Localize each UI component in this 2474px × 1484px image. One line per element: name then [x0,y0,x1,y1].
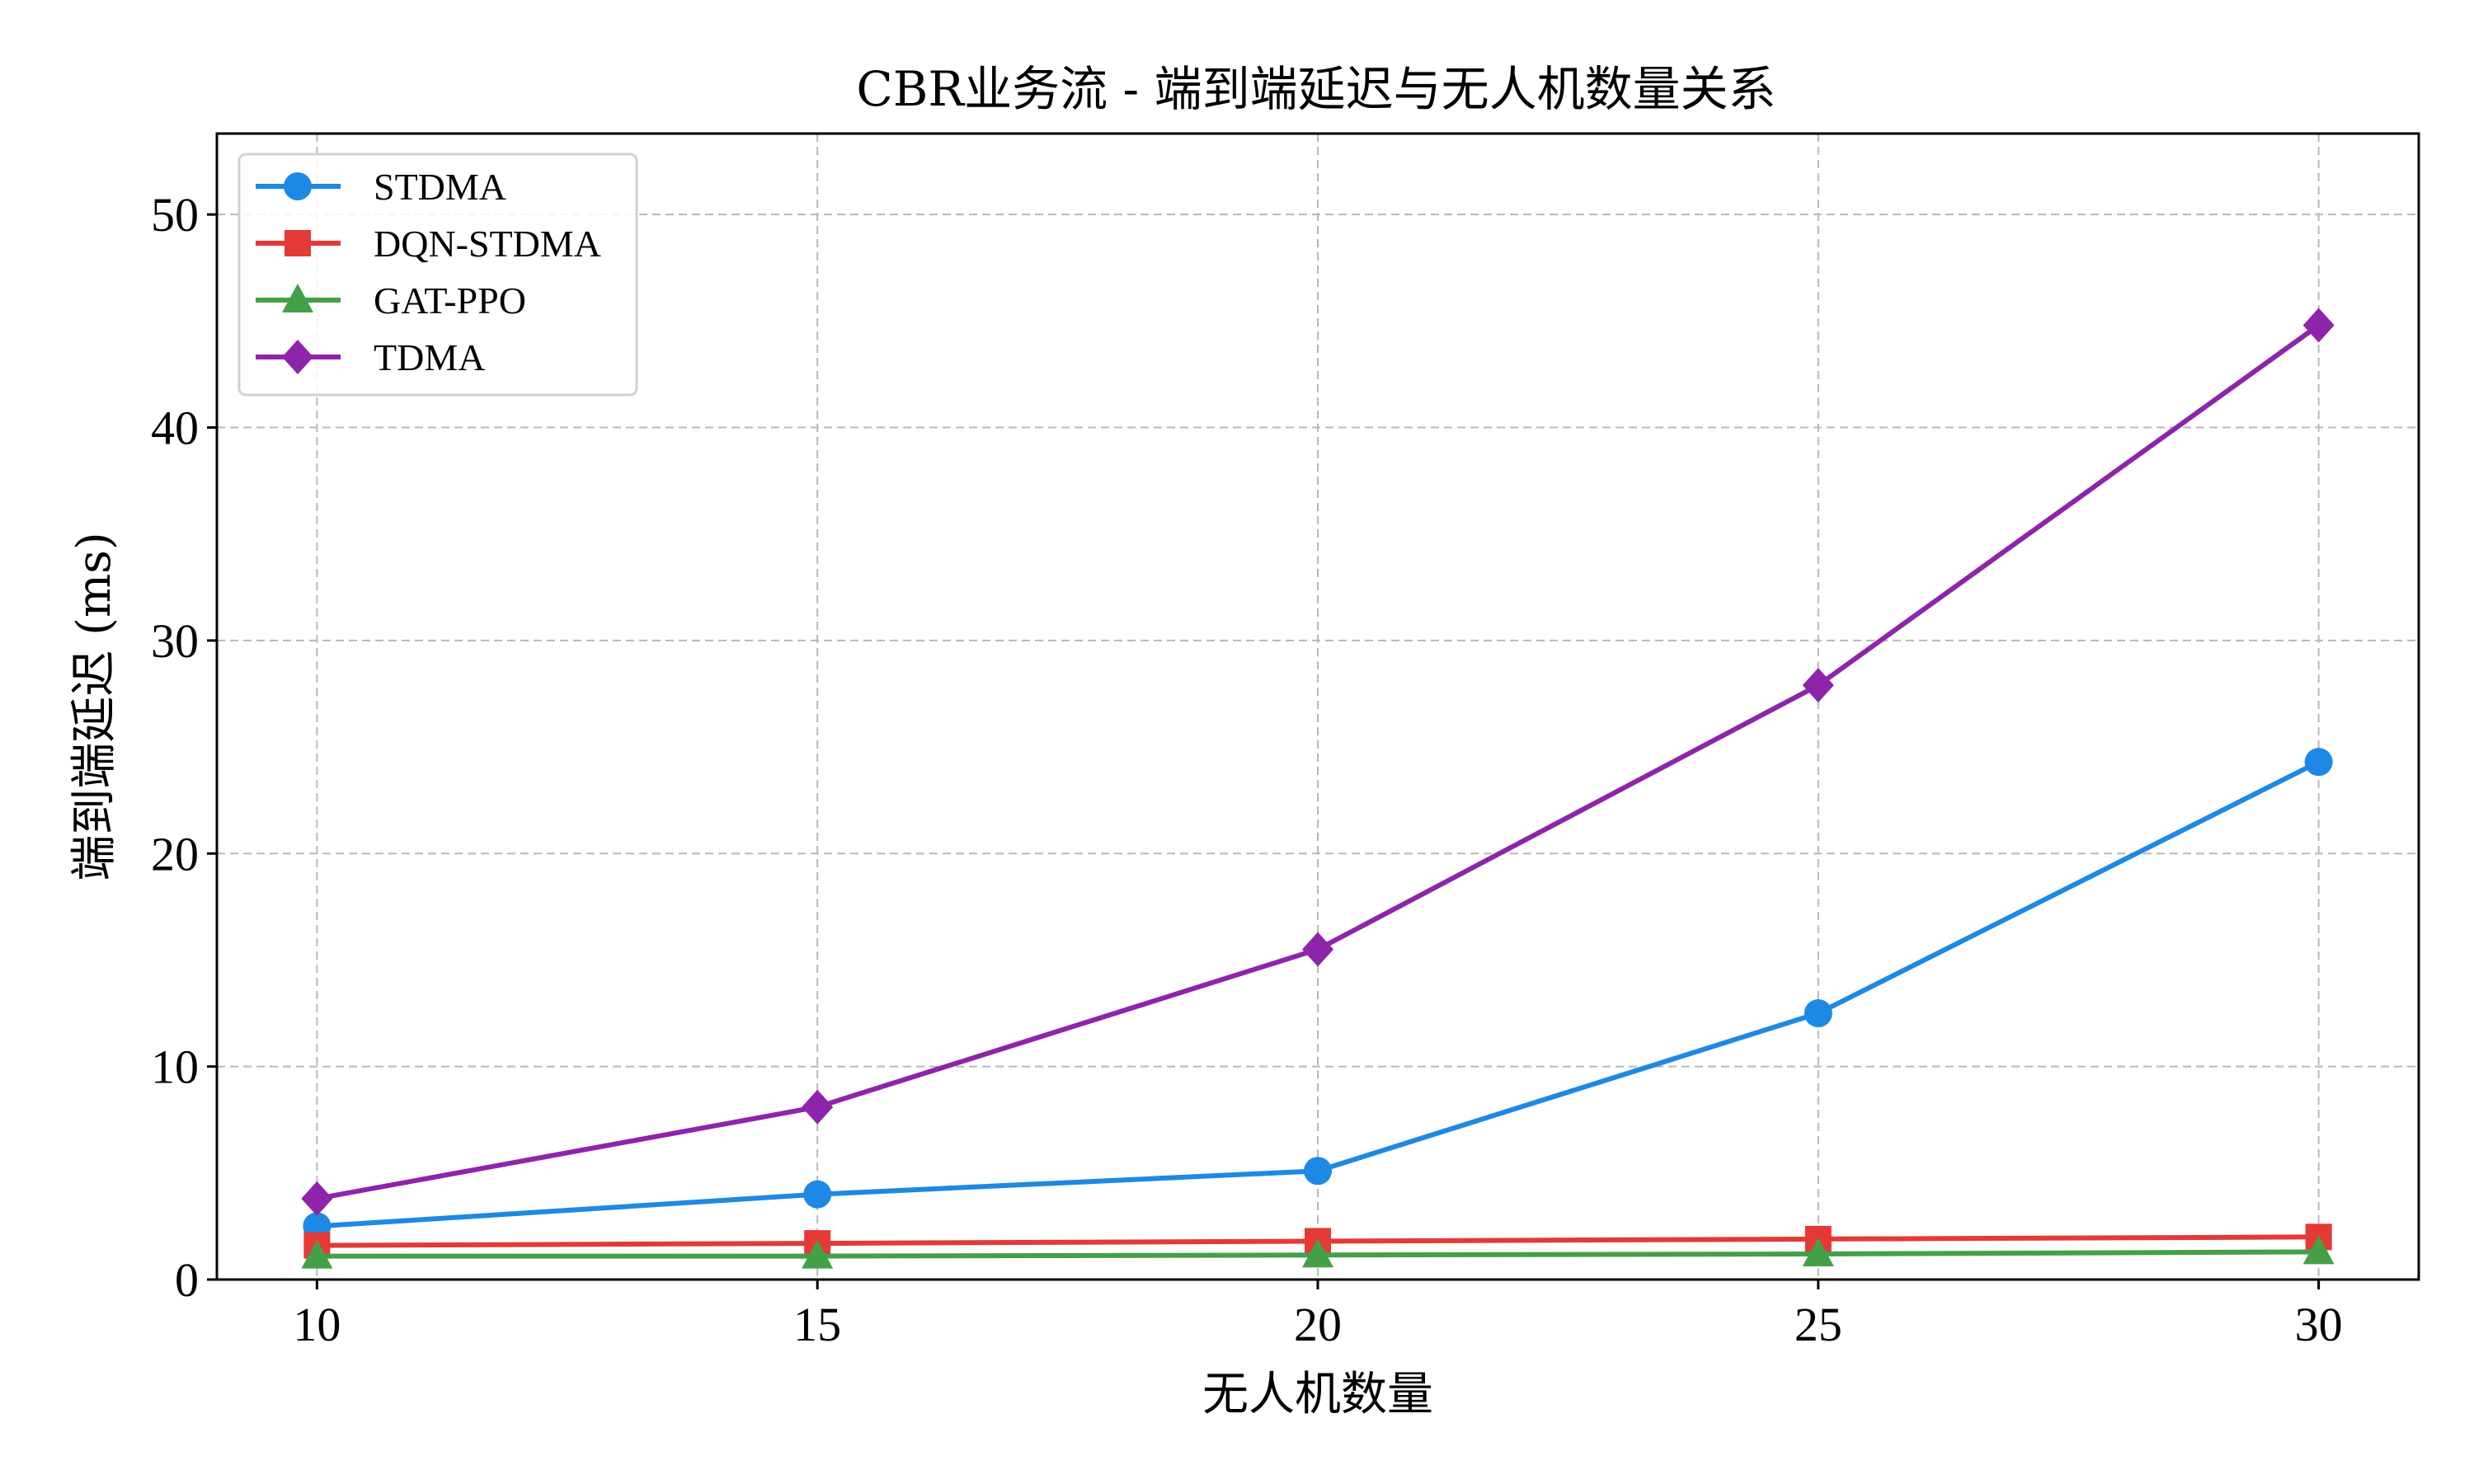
data-point-gat-ppo [2302,1235,2335,1265]
series-tdma [301,308,2335,1216]
legend-label: TDMA [374,336,485,378]
legend-marker-diamond [282,340,313,374]
data-point-stdma [1804,999,1832,1028]
x-axis-label: 无人机数量 [1202,1368,1433,1421]
legend-item-stdma: STDMA [256,166,506,208]
y-tick-label: 10 [151,1040,199,1094]
y-tick-label: 20 [151,827,199,881]
legend: STDMA DQN-STDMA GAT-PPO TDMA [238,153,638,397]
legend-box [238,153,638,397]
data-point-tdma [1802,668,1834,703]
legend-label: DQN-STDMA [374,223,601,265]
legend-marker-triangle [282,284,313,312]
ticks: 10 15 20 25 30 0 10 20 30 40 50 [151,188,2343,1351]
legend-marker-square [285,230,311,256]
series-layer [301,308,2335,1269]
legend-item-dqn-stdma: DQN-STDMA [256,223,601,265]
data-point-tdma [1302,932,1333,967]
series-stdma [303,748,2333,1241]
data-point-tdma [301,1181,333,1216]
legend-label: STDMA [374,166,506,208]
data-point-tdma [2302,308,2335,343]
data-point-stdma [1304,1157,1332,1186]
y-tick-label: 30 [151,614,199,668]
x-tick-label: 20 [1294,1298,1342,1351]
y-axis-label: 端到端延迟 (ms) [68,532,121,881]
x-tick-label: 15 [793,1298,841,1351]
data-point-gat-ppo [802,1239,834,1269]
data-point-tdma [802,1089,834,1125]
legend-item-gat-ppo: GAT-PPO [256,279,526,322]
y-tick-label: 40 [151,402,199,455]
legend-marker-circle [284,172,312,200]
x-tick-label: 25 [1794,1298,1842,1351]
y-tick-label: 50 [151,188,199,242]
x-tick-label: 30 [2295,1298,2343,1351]
data-point-stdma [2304,748,2333,777]
y-tick-label: 0 [175,1253,199,1307]
x-tick-label: 10 [293,1298,341,1351]
series-gat-ppo [301,1235,2335,1269]
legend-item-tdma: TDMA [256,336,485,378]
data-point-gat-ppo [1802,1237,1834,1266]
chart-title: CBR业务流 - 端到端延迟与无人机数量关系 [856,61,1776,117]
data-point-gat-ppo [1302,1238,1333,1268]
data-point-stdma [803,1180,832,1209]
data-point-gat-ppo [301,1239,333,1269]
legend-label: GAT-PPO [374,279,526,322]
